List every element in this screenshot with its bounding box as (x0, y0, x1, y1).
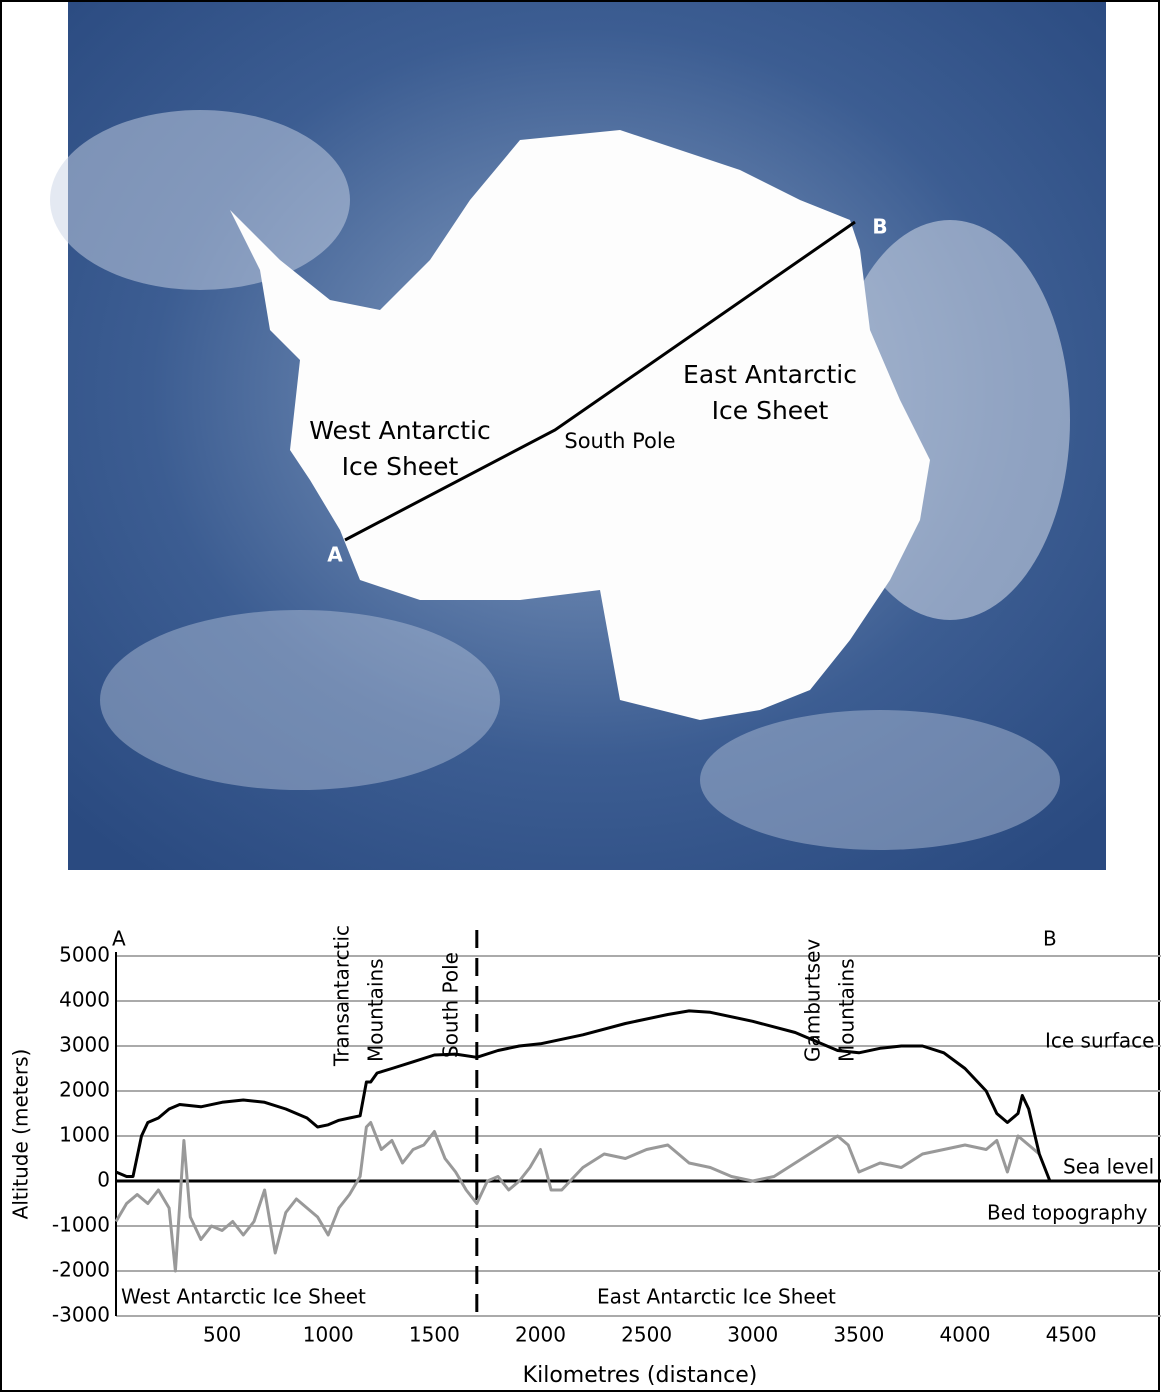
y-tick-label: 2000 (59, 1078, 110, 1102)
x-tick-label: 1500 (409, 1323, 460, 1347)
y-tick-label: -3000 (52, 1303, 110, 1327)
x-tick-label: 500 (203, 1323, 241, 1347)
cloud (700, 710, 1060, 850)
y-tick-label: 0 (97, 1168, 110, 1192)
map-label: West Antarctic (309, 416, 490, 445)
annotation: A (112, 927, 126, 951)
x-tick-label: 3000 (727, 1323, 778, 1347)
map-label: B (872, 215, 887, 239)
cloud (100, 610, 500, 790)
annotation: Ice surface (1045, 1029, 1154, 1053)
y-tick-label: 1000 (59, 1123, 110, 1147)
page: West Antarctic Ice Sheet East Antarctic … (0, 0, 1161, 1393)
x-tick-label: 4500 (1046, 1323, 1097, 1347)
x-tick-label: 2000 (515, 1323, 566, 1347)
map-label: Ice Sheet (712, 396, 829, 425)
figure: West Antarctic Ice Sheet East Antarctic … (0, 0, 1161, 1393)
map-label: South Pole (564, 429, 675, 453)
y-tick-label: -2000 (52, 1258, 110, 1282)
map-label: A (327, 543, 343, 567)
annotation: East Antarctic Ice Sheet (597, 1285, 836, 1309)
map-label: East Antarctic (683, 360, 857, 389)
y-tick-label: 3000 (59, 1033, 110, 1057)
y-tick-label: 5000 (59, 943, 110, 967)
axis-title: Kilometres (distance) (523, 1363, 758, 1388)
y-tick-label: -1000 (52, 1213, 110, 1237)
annotation: Mountains (364, 958, 388, 1062)
annotation: Transantarctic (330, 925, 354, 1067)
annotation: Sea level (1063, 1155, 1154, 1179)
annotation: West Antarctic Ice Sheet (121, 1285, 366, 1309)
x-tick-label: 1000 (303, 1323, 354, 1347)
x-tick-label: 2500 (621, 1323, 672, 1347)
x-tick-label: 3500 (833, 1323, 884, 1347)
satellite-map: West Antarctic Ice Sheet East Antarctic … (50, 2, 1106, 870)
annotation: Mountains (835, 958, 859, 1062)
annotation: Bed topography (987, 1201, 1148, 1225)
y-tick-label: 4000 (59, 988, 110, 1012)
x-tick-label: 4000 (940, 1323, 991, 1347)
map-label: Ice Sheet (342, 452, 459, 481)
axis-title: Altitude (meters) (9, 1049, 33, 1220)
annotation: B (1043, 927, 1057, 951)
annotation: South Pole (439, 952, 463, 1058)
cloud (50, 110, 350, 290)
